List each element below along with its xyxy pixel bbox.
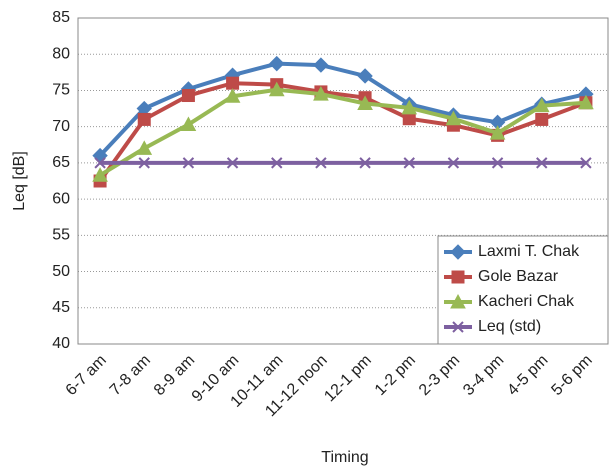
marker bbox=[269, 55, 285, 72]
marker bbox=[491, 157, 504, 169]
x-tick-label: 7-8 am bbox=[107, 352, 154, 399]
y-tick-label: 65 bbox=[52, 154, 70, 171]
series bbox=[92, 55, 594, 164]
marker bbox=[180, 116, 197, 131]
legend: Laxmi T. Chak Gole Bazar Kacheri Chak Leq (… bbox=[437, 235, 609, 345]
y-tick-label: 70 bbox=[52, 118, 70, 135]
y-tick-label: 40 bbox=[52, 335, 70, 352]
y-tick-label: 60 bbox=[52, 190, 70, 207]
y-tick-label: 45 bbox=[52, 299, 70, 316]
marker bbox=[578, 94, 594, 110]
marker bbox=[313, 86, 329, 101]
series bbox=[94, 157, 592, 169]
marker bbox=[271, 157, 283, 169]
marker bbox=[452, 321, 464, 333]
marker bbox=[359, 157, 371, 169]
marker bbox=[357, 95, 373, 110]
x-tick-label: 12-1 pm bbox=[321, 352, 375, 406]
marker bbox=[226, 157, 239, 169]
marker bbox=[94, 157, 106, 169]
marker bbox=[403, 157, 415, 169]
marker bbox=[138, 157, 150, 169]
series-line bbox=[99, 87, 587, 177]
marker bbox=[182, 157, 195, 169]
marker bbox=[445, 110, 462, 126]
marker bbox=[535, 112, 549, 126]
marker bbox=[136, 140, 153, 155]
x-tick-label: 6-7 am bbox=[63, 352, 110, 399]
marker bbox=[450, 293, 466, 309]
marker bbox=[451, 270, 465, 284]
marker bbox=[536, 157, 548, 169]
y-tick-label: 85 bbox=[52, 9, 70, 26]
marker bbox=[92, 167, 108, 182]
marker bbox=[533, 97, 550, 113]
x-axis-label: Timing bbox=[321, 449, 368, 466]
x-tick-label: 1-2 pm bbox=[372, 352, 419, 399]
y-tick-label: 80 bbox=[52, 45, 70, 62]
y-tick-label: 75 bbox=[52, 82, 70, 99]
y-axis-label: Leq [dB] bbox=[11, 151, 28, 211]
marker bbox=[313, 57, 329, 73]
marker bbox=[450, 244, 466, 260]
marker bbox=[357, 68, 373, 84]
series bbox=[93, 76, 593, 188]
marker bbox=[315, 157, 327, 169]
plot-frame bbox=[77, 17, 609, 345]
marker bbox=[580, 157, 592, 169]
marker bbox=[402, 112, 416, 126]
legend-label: Laxmi T. Chak bbox=[478, 243, 580, 260]
x-tick-label: 2-3 pm bbox=[416, 352, 463, 399]
legend-label: Gole Bazar bbox=[478, 268, 559, 285]
x-tick-label: 5-6 pm bbox=[548, 352, 595, 399]
series-line bbox=[98, 81, 587, 183]
marker bbox=[489, 125, 506, 140]
y-tick-label: 50 bbox=[52, 263, 70, 280]
marker bbox=[137, 112, 151, 126]
x-tick-label: 4-5 pm bbox=[504, 352, 551, 399]
marker bbox=[268, 81, 285, 97]
marker bbox=[447, 157, 460, 169]
y-tick-label: 55 bbox=[52, 227, 70, 244]
marker bbox=[224, 88, 241, 103]
legend-label: Kacheri Chak bbox=[478, 293, 575, 310]
series-line bbox=[98, 61, 587, 158]
series bbox=[92, 81, 594, 182]
x-tick-label: 3-4 pm bbox=[460, 352, 507, 399]
marker bbox=[401, 99, 418, 115]
marker bbox=[181, 89, 195, 103]
legend-label: Leq (std) bbox=[478, 318, 541, 335]
marker bbox=[226, 76, 240, 90]
